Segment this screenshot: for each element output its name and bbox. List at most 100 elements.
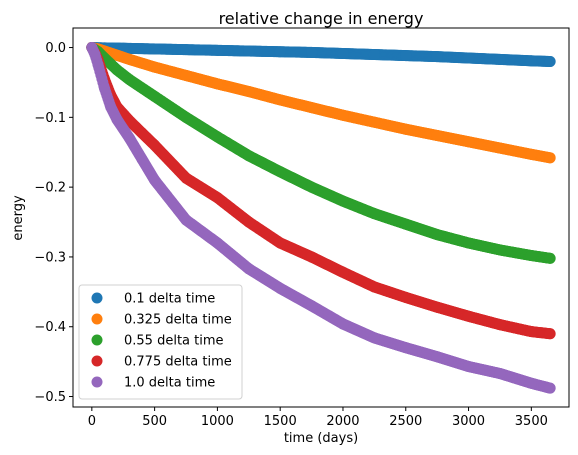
data-point: [89, 49, 101, 61]
y-tick-label: −0.1: [34, 111, 66, 126]
y-axis: 0.0 −0.1 −0.2 −0.3 −0.4 −0.5: [34, 41, 73, 405]
data-point: [431, 51, 443, 63]
legend-label: 0.325 delta time: [124, 313, 232, 328]
data-point: [544, 56, 556, 67]
data-point: [211, 131, 223, 143]
data-point: [111, 113, 123, 125]
data-point: [124, 115, 136, 127]
y-axis-label: energy: [11, 195, 26, 241]
data-point: [149, 61, 161, 73]
data-point: [149, 43, 161, 55]
data-point: [494, 319, 506, 331]
legend-label: 1.0 delta time: [124, 376, 215, 391]
data-point: [431, 301, 443, 313]
data-point: [306, 181, 318, 193]
data-point: [306, 102, 318, 114]
y-tick-label: 0.0: [45, 41, 66, 56]
data-point: [111, 64, 123, 76]
data-point: [274, 46, 286, 58]
x-tick-label: 3000: [452, 414, 485, 429]
data-point: [544, 382, 556, 394]
data-point: [525, 326, 537, 338]
data-point: [544, 328, 556, 340]
data-point: [400, 50, 412, 62]
plot-frame: [72, 27, 570, 408]
data-point: [111, 49, 123, 61]
data-point: [544, 152, 556, 164]
data-point: [337, 266, 349, 278]
data-point: [337, 318, 349, 330]
x-axis: 0 500 1000 1500 2000 2500 3000 3500: [88, 407, 548, 429]
data-point: [149, 174, 161, 186]
data-point: [400, 123, 412, 135]
x-tick-label: 2000: [326, 414, 359, 429]
data-point: [274, 94, 286, 106]
data-point: [494, 142, 506, 154]
data-point: [180, 111, 192, 123]
data-point: [525, 148, 537, 160]
series-3: [86, 42, 556, 340]
data-point: [92, 59, 104, 71]
data-point: [124, 53, 136, 65]
data-point: [494, 244, 506, 256]
data-point: [180, 172, 192, 184]
data-point: [368, 116, 380, 128]
data-point: [180, 69, 192, 81]
data-point: [274, 282, 286, 294]
data-point: [525, 55, 537, 67]
data-point: [525, 377, 537, 389]
legend-marker: [91, 313, 103, 325]
data-point: [180, 214, 192, 226]
y-tick-label: −0.5: [34, 390, 66, 405]
x-tick-label: 1000: [201, 414, 234, 429]
data-point: [105, 101, 117, 113]
plot-area: [86, 42, 556, 394]
data-point: [400, 218, 412, 230]
data-point: [431, 351, 443, 363]
legend-box: [78, 284, 243, 400]
data-point: [136, 153, 148, 165]
legend-label: 0.775 delta time: [124, 355, 232, 370]
x-tick-label: 2500: [389, 414, 422, 429]
legend-label: 0.1 delta time: [124, 292, 215, 307]
data-point: [211, 192, 223, 204]
data-point: [400, 342, 412, 354]
data-point: [243, 216, 255, 228]
data-point: [463, 310, 475, 322]
data-point: [124, 74, 136, 86]
data-point: [463, 136, 475, 148]
data-point: [149, 90, 161, 102]
data-point: [211, 44, 223, 56]
data-point: [368, 281, 380, 293]
data-point: [306, 251, 318, 263]
legend: 0.1 delta time 0.325 delta time 0.55 delta…: [78, 284, 243, 400]
series-4: [86, 42, 556, 394]
data-point: [463, 52, 475, 64]
data-point: [494, 368, 506, 379]
legend-marker: [91, 376, 103, 388]
legend-marker: [91, 355, 103, 367]
y-tick-label: −0.3: [34, 250, 66, 265]
x-tick-label: 0: [88, 414, 96, 429]
data-point: [494, 53, 506, 65]
data-point: [368, 332, 380, 344]
data-point: [525, 250, 537, 262]
legend-marker: [91, 334, 103, 346]
data-point: [211, 237, 223, 249]
legend-label: 0.55 delta time: [124, 334, 224, 349]
data-point: [180, 44, 192, 56]
data-point: [124, 132, 136, 144]
data-point: [337, 195, 349, 207]
data-point: [243, 263, 255, 275]
data-point: [149, 139, 161, 151]
data-point: [211, 78, 223, 90]
x-axis-label: time (days): [284, 431, 358, 446]
data-point: [243, 150, 255, 162]
x-tick-label: 3500: [515, 414, 548, 429]
data-point: [274, 166, 286, 178]
data-point: [306, 300, 318, 312]
data-point: [243, 45, 255, 57]
data-point: [544, 252, 556, 264]
chart-title: relative change in energy: [219, 9, 424, 28]
